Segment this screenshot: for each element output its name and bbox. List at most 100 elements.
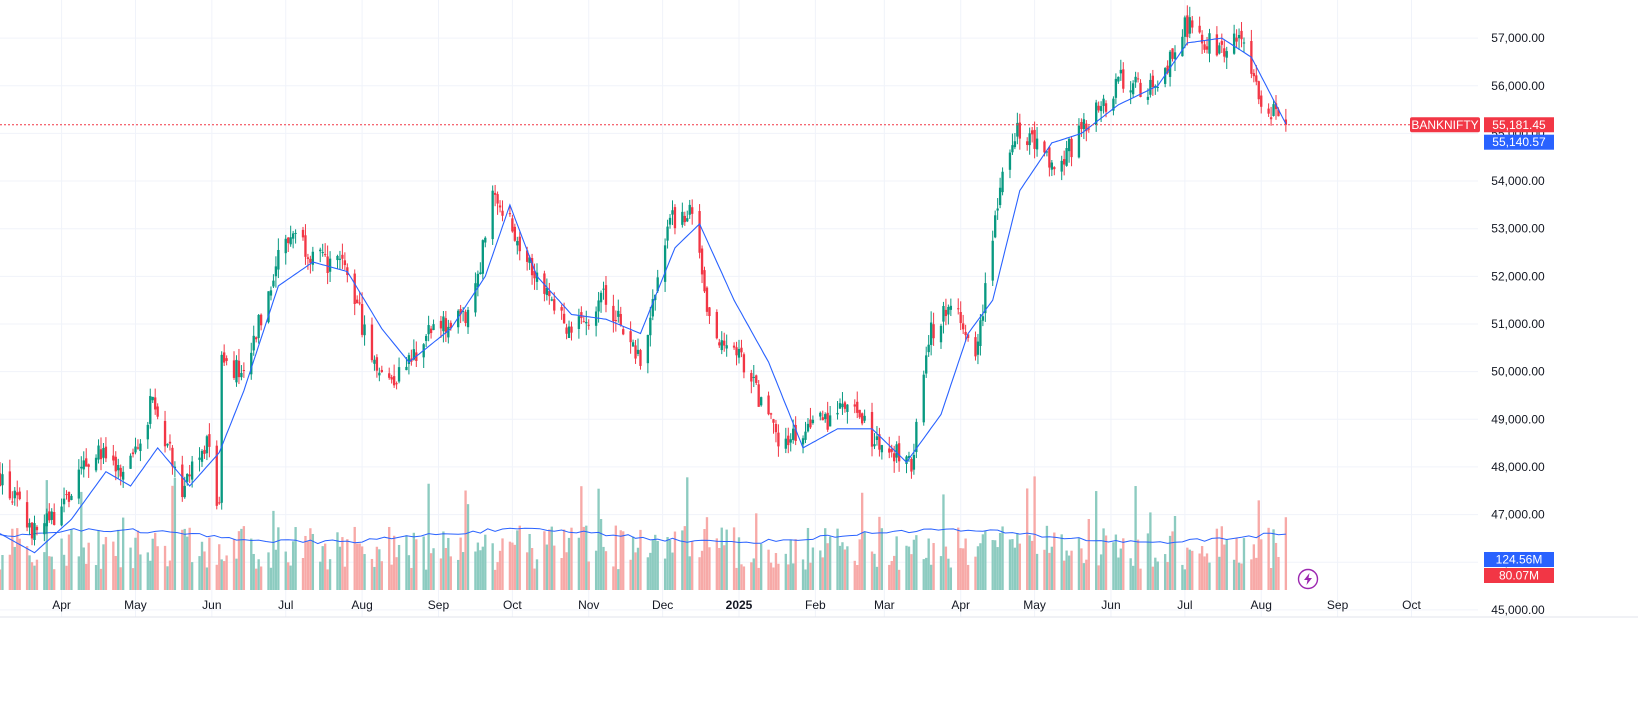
volume-bar [1117, 557, 1120, 590]
volume-bar [481, 546, 484, 590]
candle-body [959, 311, 962, 324]
volume-value-label: 124.56M [1496, 553, 1543, 567]
price-tick-label: 51,000.00 [1491, 317, 1545, 331]
volume-bar [809, 562, 812, 590]
candle-body [388, 373, 391, 378]
candle-body [323, 254, 327, 256]
candle-body [447, 326, 450, 338]
volume-bar [944, 546, 948, 590]
volume-bar [291, 541, 295, 590]
volume-bar [205, 567, 209, 590]
volume-bar [792, 563, 795, 590]
volume-bar [548, 529, 551, 590]
candle-body [358, 302, 361, 304]
volume-bar [323, 543, 327, 590]
volume-bar [543, 531, 546, 590]
candle-body [1171, 48, 1174, 59]
candle-body [11, 501, 14, 503]
time-tick-label: Aug [351, 598, 372, 612]
candle-body [1225, 51, 1228, 58]
candle-body [757, 384, 760, 407]
volume-bar [198, 556, 201, 590]
volume-bar [1269, 568, 1273, 590]
candle-body [370, 324, 374, 361]
candle-body [910, 458, 913, 472]
candle-body [1205, 46, 1209, 50]
volume-bar [787, 564, 790, 590]
candle-body [94, 457, 98, 471]
volume-bar [338, 546, 342, 590]
candle-body [1129, 90, 1132, 93]
candle-body [301, 229, 305, 238]
candle-body [890, 449, 893, 452]
volume-bar [319, 561, 322, 590]
volume-bar [1272, 529, 1275, 590]
volume-bar [321, 546, 324, 590]
volume-bar [457, 559, 460, 590]
candle-body [1173, 52, 1177, 60]
lightning-icon[interactable] [1297, 568, 1319, 590]
candle-body [819, 412, 822, 417]
time-tick-label: May [1023, 598, 1046, 612]
volume-bar [407, 555, 411, 590]
candle-body [498, 205, 502, 208]
volume-bar [614, 525, 618, 590]
candle-body [991, 240, 994, 281]
candle-body [915, 421, 918, 453]
volume-bar [907, 546, 911, 590]
candle-body [493, 192, 497, 195]
volume-bar [35, 559, 39, 590]
candle-body [18, 491, 21, 500]
candle-body [767, 395, 770, 415]
volume-bar [346, 539, 349, 590]
volume-bar [1232, 559, 1236, 590]
volume-bar [218, 544, 221, 590]
candle-body [841, 403, 844, 408]
volume-bar [619, 530, 622, 590]
volume-bar [602, 546, 605, 590]
volume-bar [518, 525, 521, 590]
candle-body [1043, 141, 1046, 153]
volume-bar [235, 558, 238, 590]
volume-bar [1080, 548, 1083, 590]
volume-bar [378, 549, 381, 590]
volume-bar [306, 541, 310, 590]
candle-body [511, 218, 514, 232]
candle-body [235, 359, 238, 383]
candle-body [683, 215, 686, 223]
candle-body [809, 419, 812, 428]
candle-body [1062, 159, 1066, 165]
volume-bar [819, 550, 822, 590]
volume-bar [232, 539, 236, 590]
volume-bar [1146, 533, 1150, 590]
volume-bar [131, 568, 135, 590]
time-tick-label: Sep [428, 598, 450, 612]
candle-body [1087, 128, 1090, 130]
candle-body [752, 376, 755, 378]
volume-bar [77, 556, 80, 590]
volume-bar [639, 529, 642, 590]
candle-body [186, 473, 189, 482]
volume-bar [395, 557, 398, 590]
candle-body [183, 485, 186, 498]
candle-body [1277, 109, 1280, 117]
time-axis[interactable]: Apr May Jun Jul Aug Sep Oct Nov Dec 2025 Feb Mar Apr… [52, 598, 1421, 612]
candle-body [856, 401, 859, 413]
volume-bar [311, 533, 315, 590]
candle-body [466, 309, 470, 328]
volume-bar [466, 504, 470, 590]
volume-bar [171, 485, 174, 590]
volume-bar [1082, 563, 1086, 590]
volume-bar [168, 560, 172, 590]
candle-body [1095, 102, 1098, 125]
volume-bar [104, 536, 108, 590]
candle-body [594, 311, 598, 326]
candle-body [45, 513, 48, 527]
time-tick-label: Jun [1101, 598, 1120, 612]
volume-bar [853, 560, 856, 590]
volume-bar [1001, 526, 1004, 590]
volume-bar [673, 531, 677, 590]
candle-body [619, 314, 622, 325]
